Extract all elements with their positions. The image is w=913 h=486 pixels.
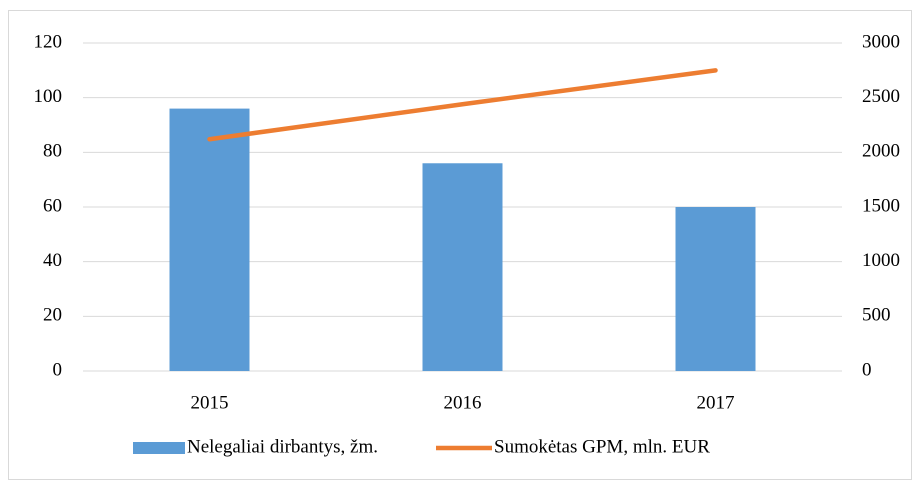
y-tick-label: 60 bbox=[43, 195, 62, 216]
y2-tick-label: 0 bbox=[862, 359, 872, 380]
x-tick-label: 2015 bbox=[191, 392, 229, 413]
y-tick-label: 20 bbox=[43, 305, 62, 326]
line bbox=[207, 68, 718, 142]
y-tick-label: 40 bbox=[43, 250, 62, 271]
x-tick-label: 2016 bbox=[444, 392, 482, 413]
y2-tick-label: 500 bbox=[862, 305, 891, 326]
y2-tick-label: 3000 bbox=[862, 31, 900, 52]
legend-swatch bbox=[133, 442, 185, 454]
legend-label: Nelegaliai dirbantys, žm. bbox=[187, 436, 378, 457]
bar bbox=[675, 207, 756, 371]
y-tick-label: 100 bbox=[34, 86, 63, 107]
bar bbox=[169, 108, 250, 371]
y2-tick-label: 2000 bbox=[862, 141, 900, 162]
legend-label: Sumokėtas GPM, mln. EUR bbox=[494, 436, 710, 457]
y-tick-label: 120 bbox=[34, 31, 63, 52]
y2-tick-label: 1500 bbox=[862, 195, 900, 216]
bar bbox=[422, 163, 503, 371]
x-tick-label: 2017 bbox=[697, 392, 735, 413]
y2-tick-label: 2500 bbox=[862, 86, 900, 107]
y2-tick-label: 1000 bbox=[862, 250, 900, 271]
y-tick-label: 80 bbox=[43, 141, 62, 162]
y-tick-label: 0 bbox=[53, 359, 63, 380]
